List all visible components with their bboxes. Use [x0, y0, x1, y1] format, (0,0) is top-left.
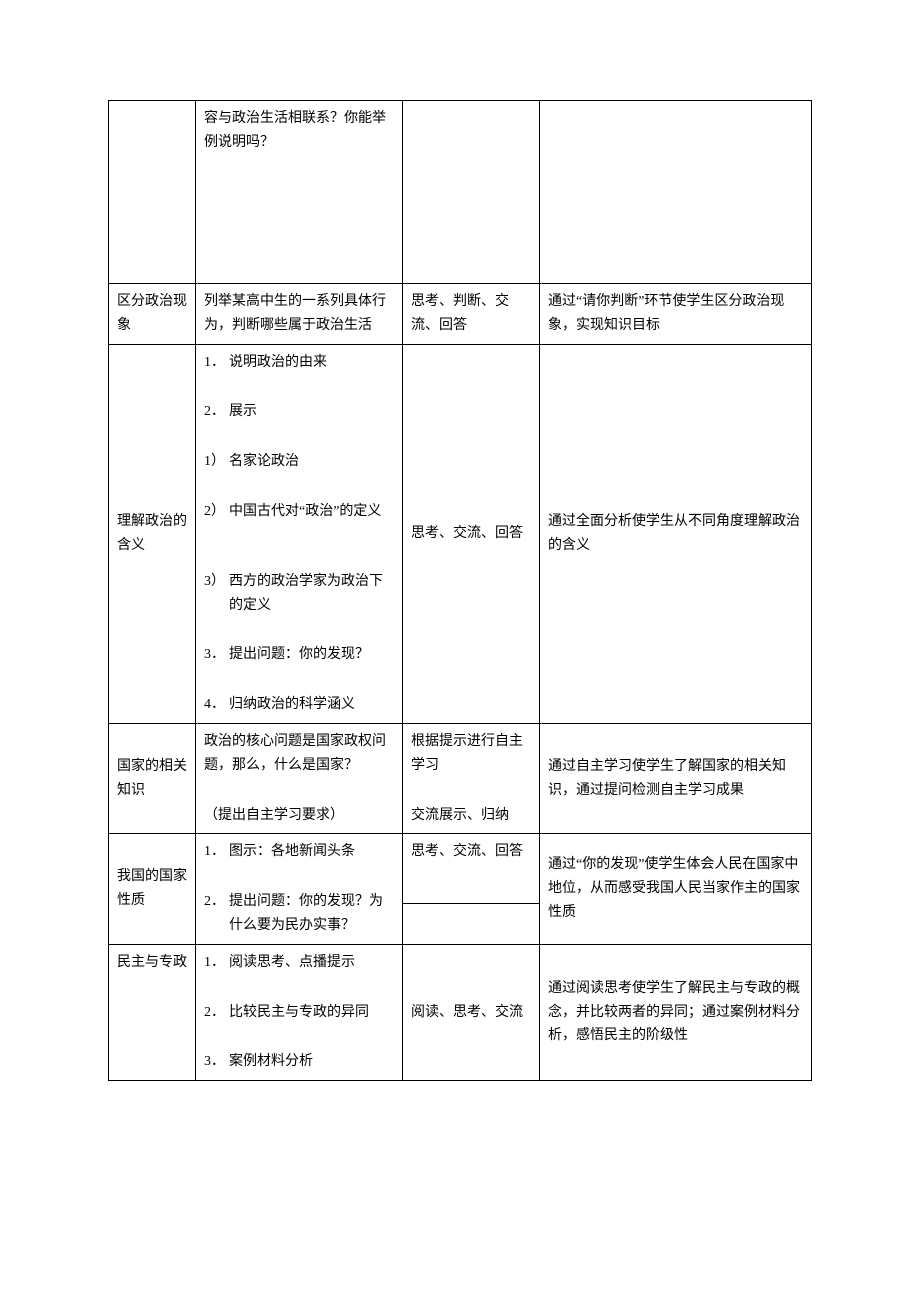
activity-text: 列举某高中生的一系列具体行为，判断哪些属于政治生活 — [204, 294, 386, 333]
item-number: 1． — [204, 951, 225, 975]
list-item: 3． 案例材料分析 — [204, 1050, 394, 1074]
method-text: 思考、判断、交流、回答 — [411, 294, 509, 333]
list-item: 1． 阅读思考、点播提示 — [204, 951, 394, 975]
item-number: 2） — [204, 500, 225, 524]
cell-topic: 理解政治的含义 — [109, 344, 196, 723]
item-text: 比较民主与专政的异同 — [229, 1001, 394, 1025]
item-text: 提出问题：你的发现？为什么要为民办实事？ — [229, 890, 394, 938]
activity-text: 政治的核心问题是国家政权问题，那么，什么是国家？ — [204, 730, 394, 778]
item-number: 3． — [204, 643, 225, 667]
item-text: 阅读思考、点播提示 — [229, 951, 394, 975]
list-item: 3） 西方的政治学家为政治下的定义 — [204, 570, 394, 618]
cell-activity: 列举某高中生的一系列具体行为，判断哪些属于政治生活 — [196, 284, 403, 345]
activity-text: 容与政治生活相联系？你能举例说明吗？ — [204, 111, 386, 150]
purpose-text: 通过“请你判断”环节使学生区分政治现象，实现知识目标 — [548, 294, 784, 333]
cell-purpose: 通过“你的发现”使学生体会人民在国家中地位，从而感受我国人民当家作主的国家性质 — [540, 834, 812, 944]
item-number: 3） — [204, 570, 225, 618]
item-number: 1． — [204, 840, 225, 864]
method-text: 阅读、思考、交流 — [411, 1005, 523, 1020]
list-item: 2） 中国古代对“政治”的定义 — [204, 500, 394, 524]
table-row: 我国的国家性质 1． 图示：各地新闻头条 2． 提出问题：你的发现？为什么要为民… — [109, 834, 812, 903]
purpose-text: 通过自主学习使学生了解国家的相关知识，通过提问检测自主学习成果 — [548, 759, 786, 798]
cell-method — [403, 101, 540, 284]
item-text: 提出问题：你的发现？ — [229, 643, 394, 667]
cell-method — [403, 903, 540, 944]
topic-text: 区分政治现象 — [117, 294, 187, 333]
table-row: 容与政治生活相联系？你能举例说明吗？ — [109, 101, 812, 284]
list-item: 2． 比较民主与专政的异同 — [204, 1001, 394, 1025]
list-item: 2． 提出问题：你的发现？为什么要为民办实事？ — [204, 890, 394, 938]
method-text: 思考、交流、回答 — [411, 844, 523, 859]
cell-purpose: 通过“请你判断”环节使学生区分政治现象，实现知识目标 — [540, 284, 812, 345]
cell-purpose: 通过自主学习使学生了解国家的相关知识，通过提问检测自主学习成果 — [540, 723, 812, 833]
topic-text: 我国的国家性质 — [117, 869, 187, 908]
list-item: 3． 提出问题：你的发现？ — [204, 643, 394, 667]
item-text: 展示 — [229, 400, 394, 424]
list-item: 1． 图示：各地新闻头条 — [204, 840, 394, 864]
page: 容与政治生活相联系？你能举例说明吗？ 区分政治现象 列举某高中生的一系列具体行为… — [0, 0, 920, 1302]
cell-topic: 我国的国家性质 — [109, 834, 196, 944]
cell-purpose: 通过阅读思考使学生了解民主与专政的概念，并比较两者的异同；通过案例材料分析，感悟… — [540, 944, 812, 1080]
item-number: 2． — [204, 400, 225, 424]
cell-method: 阅读、思考、交流 — [403, 944, 540, 1080]
topic-text: 国家的相关知识 — [117, 759, 187, 798]
lesson-table: 容与政治生活相联系？你能举例说明吗？ 区分政治现象 列举某高中生的一系列具体行为… — [108, 100, 812, 1081]
cell-purpose — [540, 101, 812, 284]
item-number: 4． — [204, 693, 225, 717]
topic-text: 理解政治的含义 — [117, 514, 187, 553]
item-number: 1． — [204, 351, 225, 375]
cell-method: 根据提示进行自主学习 交流展示、归纳 — [403, 723, 540, 833]
method-text: 思考、交流、回答 — [411, 526, 523, 541]
table-row: 区分政治现象 列举某高中生的一系列具体行为，判断哪些属于政治生活 思考、判断、交… — [109, 284, 812, 345]
cell-method: 思考、判断、交流、回答 — [403, 284, 540, 345]
item-text: 归纳政治的科学涵义 — [229, 693, 394, 717]
cell-activity: 1． 说明政治的由来 2． 展示 1） 名家论政治 2） — [196, 344, 403, 723]
item-number: 2． — [204, 1001, 225, 1025]
topic-text: 民主与专政 — [117, 955, 187, 970]
item-text: 中国古代对“政治”的定义 — [229, 500, 394, 524]
purpose-text: 通过全面分析使学生从不同角度理解政治的含义 — [548, 514, 800, 553]
cell-method: 思考、交流、回答 — [403, 834, 540, 903]
purpose-text: 通过阅读思考使学生了解民主与专政的概念，并比较两者的异同；通过案例材料分析，感悟… — [548, 981, 800, 1044]
cell-activity: 1． 图示：各地新闻头条 2． 提出问题：你的发现？为什么要为民办实事？ — [196, 834, 403, 944]
list-item: 1． 说明政治的由来 — [204, 351, 394, 375]
cell-topic — [109, 101, 196, 284]
item-number: 3． — [204, 1050, 225, 1074]
item-number: 2． — [204, 890, 225, 938]
table-row: 国家的相关知识 政治的核心问题是国家政权问题，那么，什么是国家？ （提出自主学习… — [109, 723, 812, 833]
cell-topic: 民主与专政 — [109, 944, 196, 1080]
list-item: 2． 展示 — [204, 400, 394, 424]
cell-purpose: 通过全面分析使学生从不同角度理解政治的含义 — [540, 344, 812, 723]
cell-method: 思考、交流、回答 — [403, 344, 540, 723]
method-text: 交流展示、归纳 — [411, 804, 531, 828]
item-text: 图示：各地新闻头条 — [229, 840, 394, 864]
item-text: 西方的政治学家为政治下的定义 — [229, 570, 394, 618]
purpose-text: 通过“你的发现”使学生体会人民在国家中地位，从而感受我国人民当家作主的国家性质 — [548, 857, 800, 920]
cell-activity: 1． 阅读思考、点播提示 2． 比较民主与专政的异同 3． 案例材料分析 — [196, 944, 403, 1080]
list-item: 4． 归纳政治的科学涵义 — [204, 693, 394, 717]
table-row: 民主与专政 1． 阅读思考、点播提示 2． 比较民主与专政的异同 3． — [109, 944, 812, 1080]
item-text: 案例材料分析 — [229, 1050, 394, 1074]
list-item: 1） 名家论政治 — [204, 450, 394, 474]
cell-topic: 区分政治现象 — [109, 284, 196, 345]
activity-text: （提出自主学习要求） — [204, 804, 394, 828]
cell-topic: 国家的相关知识 — [109, 723, 196, 833]
method-text: 根据提示进行自主学习 — [411, 730, 531, 778]
item-text: 名家论政治 — [229, 450, 394, 474]
cell-activity: 政治的核心问题是国家政权问题，那么，什么是国家？ （提出自主学习要求） — [196, 723, 403, 833]
cell-activity: 容与政治生活相联系？你能举例说明吗？ — [196, 101, 403, 284]
item-text: 说明政治的由来 — [229, 351, 394, 375]
item-number: 1） — [204, 450, 225, 474]
table-row: 理解政治的含义 1． 说明政治的由来 2． 展示 1） — [109, 344, 812, 723]
